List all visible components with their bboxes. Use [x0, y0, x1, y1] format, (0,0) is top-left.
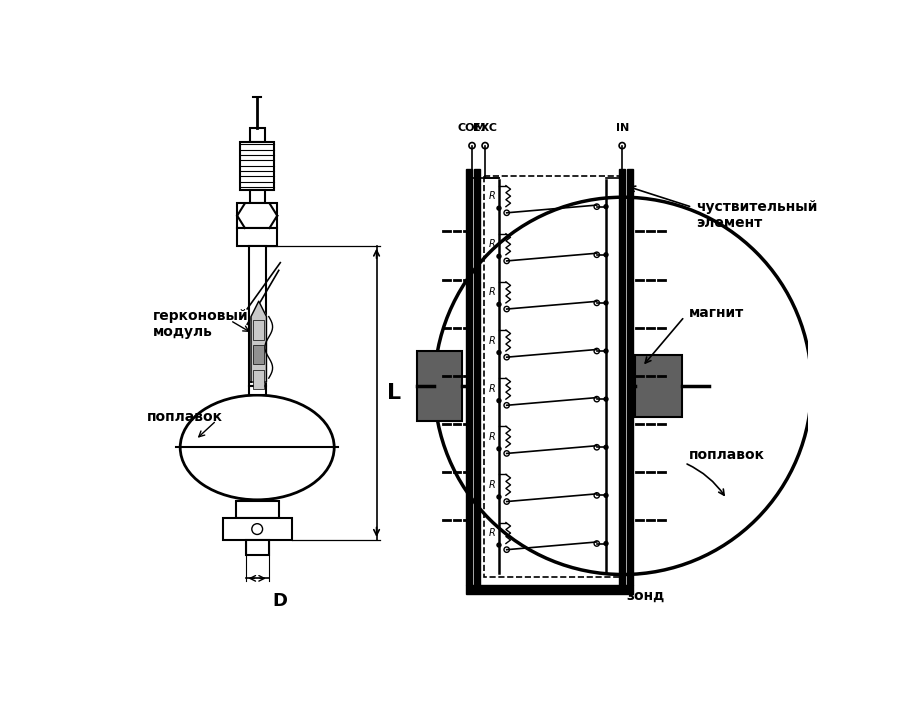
Bar: [418, 352, 462, 421]
Bar: [634, 355, 682, 416]
Text: R: R: [490, 287, 496, 297]
Text: COM: COM: [458, 123, 486, 133]
Circle shape: [504, 451, 509, 456]
Bar: [222, 518, 292, 540]
Bar: [237, 501, 279, 518]
Text: IN: IN: [616, 123, 629, 133]
Circle shape: [603, 396, 608, 402]
Text: D: D: [273, 593, 288, 610]
Circle shape: [594, 445, 599, 450]
Text: чуствительный
элемент: чуствительный элемент: [696, 200, 817, 230]
Circle shape: [594, 349, 599, 354]
Circle shape: [504, 547, 509, 553]
Circle shape: [603, 204, 608, 210]
Circle shape: [594, 252, 599, 257]
Polygon shape: [251, 301, 266, 382]
Circle shape: [603, 252, 608, 257]
Circle shape: [252, 523, 263, 535]
Circle shape: [496, 254, 501, 259]
Circle shape: [594, 396, 599, 402]
Bar: [254, 320, 264, 339]
Bar: [249, 190, 265, 203]
Circle shape: [504, 307, 509, 312]
Bar: [248, 246, 266, 386]
Ellipse shape: [180, 395, 334, 500]
Circle shape: [504, 354, 509, 360]
Circle shape: [594, 493, 599, 498]
Text: поплавок: поплавок: [147, 410, 223, 424]
Bar: [238, 228, 277, 246]
Text: R: R: [490, 528, 496, 538]
Circle shape: [603, 445, 608, 450]
Text: R: R: [490, 384, 496, 394]
Bar: [466, 585, 633, 594]
Circle shape: [496, 543, 501, 548]
Bar: [466, 169, 472, 585]
Circle shape: [496, 350, 501, 355]
Circle shape: [594, 204, 599, 210]
Circle shape: [496, 302, 501, 307]
Circle shape: [482, 143, 488, 149]
Circle shape: [603, 300, 608, 306]
Text: R: R: [490, 432, 496, 442]
Text: R: R: [490, 480, 496, 490]
Circle shape: [496, 398, 501, 404]
Circle shape: [504, 499, 509, 504]
Text: R: R: [490, 191, 496, 201]
Text: герконовый
модуль: герконовый модуль: [153, 309, 249, 339]
Circle shape: [504, 210, 509, 215]
Text: EXC: EXC: [473, 123, 497, 133]
Text: L: L: [387, 383, 401, 403]
Circle shape: [469, 143, 475, 149]
Circle shape: [594, 300, 599, 306]
Bar: [248, 386, 266, 395]
Bar: [483, 176, 626, 577]
Text: зонд: зонд: [626, 589, 665, 603]
Circle shape: [496, 446, 501, 451]
Bar: [473, 169, 480, 585]
Circle shape: [603, 493, 608, 498]
Text: магнит: магнит: [688, 306, 743, 319]
Circle shape: [504, 258, 509, 264]
Text: R: R: [490, 240, 496, 250]
Bar: [238, 203, 277, 228]
Bar: [626, 169, 633, 585]
Text: R: R: [490, 336, 496, 346]
Bar: [240, 142, 274, 190]
Circle shape: [496, 205, 501, 211]
Bar: [254, 345, 264, 364]
Bar: [246, 540, 269, 555]
Text: поплавок: поплавок: [688, 448, 764, 462]
Bar: [619, 169, 625, 585]
Circle shape: [496, 494, 501, 500]
Circle shape: [594, 541, 599, 546]
Bar: [249, 128, 265, 142]
Circle shape: [504, 403, 509, 408]
Bar: [254, 369, 264, 389]
Circle shape: [619, 143, 625, 149]
Circle shape: [603, 541, 608, 546]
Circle shape: [603, 349, 608, 354]
